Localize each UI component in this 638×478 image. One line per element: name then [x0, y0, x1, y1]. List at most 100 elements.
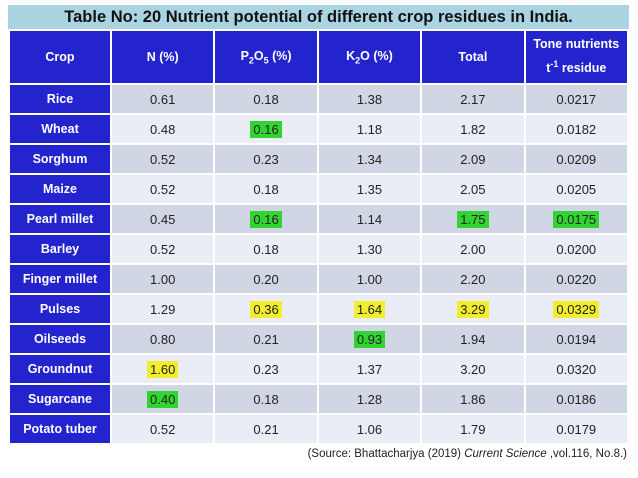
- highlighted-value: 0.93: [353, 330, 386, 348]
- cell-value: 0.0209: [556, 151, 597, 167]
- value-cell: 1.60: [112, 355, 214, 383]
- value-cell: 3.20: [422, 355, 524, 383]
- cell-value: 0.0179: [556, 421, 597, 437]
- cell-value: 3.20: [460, 361, 486, 377]
- row-crop-label: Maize: [10, 175, 110, 203]
- header-line-2: t-1 residue: [546, 59, 607, 76]
- table-row: Barley 0.52 0.18 1.30 2.00 0.0200: [10, 235, 627, 263]
- cell-value: 0.21: [253, 421, 279, 437]
- table-row: Maize 0.52 0.18 1.35 2.05 0.0205: [10, 175, 627, 203]
- cell-value: 0.52: [150, 421, 176, 437]
- table-row: Pulses 1.29 0.36 1.64 3.29 0.0329: [10, 295, 627, 323]
- cell-value: 0.0194: [556, 331, 597, 347]
- value-cell: 0.45: [112, 205, 214, 233]
- cell-value: 1.28: [356, 391, 383, 407]
- header-line-1: Tone nutrients: [533, 36, 620, 51]
- value-cell: 0.0329: [525, 295, 627, 323]
- cell-value: 1.86: [460, 391, 486, 407]
- cell-value: 0.0200: [556, 241, 597, 257]
- highlighted-value: 1.64: [353, 300, 386, 318]
- value-cell: 0.93: [318, 325, 421, 353]
- citation-suffix: ,vol.116, No.8.): [546, 448, 627, 460]
- cell-value: 0.21: [253, 331, 279, 347]
- value-cell: 2.17: [422, 85, 524, 113]
- highlighted-value: 0.0175: [553, 210, 600, 228]
- col-header-n: N (%): [112, 31, 214, 83]
- value-cell: 1.18: [318, 115, 421, 143]
- value-cell: 1.30: [318, 235, 421, 263]
- value-cell: 0.48: [112, 115, 214, 143]
- col-header-tone-nutrients: Tone nutrients t-1 residue: [525, 31, 627, 83]
- value-cell: 0.0200: [525, 235, 627, 263]
- highlighted-value: 0.0329: [553, 300, 600, 318]
- cell-value: 1.00: [150, 271, 176, 287]
- col-header-p2o5: P2O5 (%): [215, 31, 317, 83]
- value-cell: 0.52: [112, 175, 214, 203]
- table-row: Rice 0.61 0.18 1.38 2.17 0.0217: [10, 85, 627, 113]
- cell-value: 0.0320: [556, 361, 597, 377]
- table-row: Potato tuber 0.52 0.21 1.06 1.79 0.0179: [10, 415, 627, 443]
- value-cell: 2.00: [422, 235, 524, 263]
- source-citation: (Source: Bhattacharjya (2019) Current Sc…: [8, 448, 629, 460]
- cell-value: 0.23: [253, 361, 279, 377]
- value-cell: 0.52: [112, 145, 214, 173]
- value-cell: 1.00: [318, 265, 421, 293]
- table-row: Sorghum 0.52 0.23 1.34 2.09 0.0209: [10, 145, 627, 173]
- value-cell: 0.0179: [525, 415, 627, 443]
- cell-value: 0.20: [253, 271, 279, 287]
- value-cell: 0.23: [215, 355, 317, 383]
- table-row: Wheat 0.48 0.16 1.18 1.82 0.0182: [10, 115, 627, 143]
- cell-value: 1.37: [356, 361, 383, 377]
- row-crop-label: Pearl millet: [10, 205, 110, 233]
- cell-value: 1.29: [150, 301, 176, 317]
- cell-value: 1.06: [356, 421, 383, 437]
- row-crop-label: Finger millet: [10, 265, 110, 293]
- cell-value: 0.0186: [556, 391, 597, 407]
- col-header-total: Total: [422, 31, 524, 83]
- value-cell: 0.23: [215, 145, 317, 173]
- row-crop-label: Rice: [10, 85, 110, 113]
- value-cell: 1.86: [422, 385, 524, 413]
- citation-prefix: (Source: Bhattacharjya (2019): [307, 448, 465, 460]
- table-row: Groundnut 1.60 0.23 1.37 3.20 0.0320: [10, 355, 627, 383]
- value-cell: 0.0205: [525, 175, 627, 203]
- cell-value: 0.18: [253, 91, 279, 107]
- table-title: Table No: 20 Nutrient potential of diffe…: [8, 5, 629, 29]
- table-row: Pearl millet 0.45 0.16 1.14 1.75 0.0175: [10, 205, 627, 233]
- highlighted-value: 0.16: [250, 210, 282, 228]
- cell-value: 0.0205: [556, 181, 597, 197]
- cell-value: 1.38: [356, 91, 383, 107]
- value-cell: 3.29: [422, 295, 524, 323]
- row-crop-label: Oilseeds: [10, 325, 110, 353]
- value-cell: 1.35: [318, 175, 421, 203]
- value-cell: 0.0182: [525, 115, 627, 143]
- cell-value: 0.18: [253, 241, 279, 257]
- nutrient-table: Crop N (%) P2O5 (%) K2O (%) Total Tone n…: [8, 29, 629, 445]
- value-cell: 1.00: [112, 265, 214, 293]
- cell-value: 1.14: [356, 211, 383, 227]
- value-cell: 1.79: [422, 415, 524, 443]
- value-cell: 1.06: [318, 415, 421, 443]
- value-cell: 0.0320: [525, 355, 627, 383]
- value-cell: 2.20: [422, 265, 524, 293]
- highlighted-value: 0.40: [147, 390, 179, 408]
- value-cell: 0.80: [112, 325, 214, 353]
- cell-value: 0.0217: [556, 91, 597, 107]
- value-cell: 0.18: [215, 235, 317, 263]
- row-crop-label: Barley: [10, 235, 110, 263]
- value-cell: 2.05: [422, 175, 524, 203]
- value-cell: 0.52: [112, 235, 214, 263]
- row-crop-label: Pulses: [10, 295, 110, 323]
- row-crop-label: Wheat: [10, 115, 110, 143]
- value-cell: 0.0217: [525, 85, 627, 113]
- value-cell: 0.0186: [525, 385, 627, 413]
- cell-value: 2.20: [460, 271, 486, 287]
- cell-value: 0.0220: [556, 271, 597, 287]
- cell-value: 2.17: [460, 91, 486, 107]
- highlighted-value: 1.75: [457, 210, 489, 228]
- value-cell: 0.36: [215, 295, 317, 323]
- table-row: Finger millet 1.00 0.20 1.00 2.20 0.0220: [10, 265, 627, 293]
- value-cell: 1.34: [318, 145, 421, 173]
- value-cell: 0.0175: [525, 205, 627, 233]
- value-cell: 2.09: [422, 145, 524, 173]
